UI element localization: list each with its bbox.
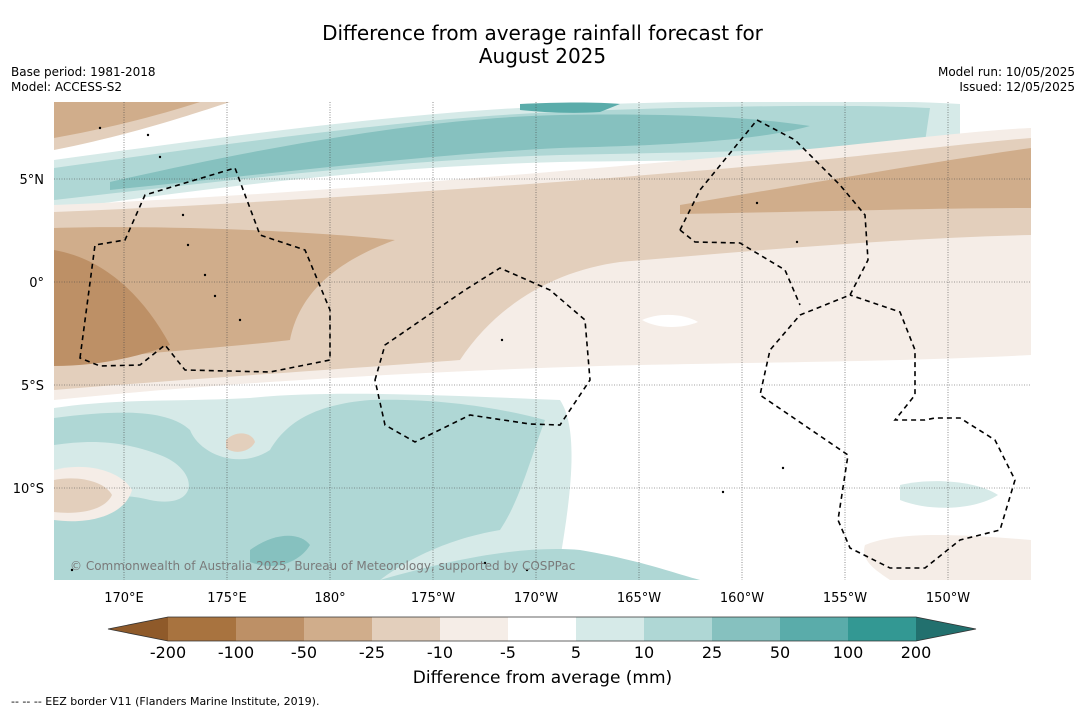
colorbar-extend-high (916, 617, 976, 641)
colorbar-extend-low (108, 617, 168, 641)
island (213, 294, 217, 298)
colorbar-bin (780, 617, 848, 641)
island (158, 155, 162, 159)
colorbar-tick: 10 (634, 643, 654, 662)
island (181, 213, 185, 217)
colorbar-tick: 5 (571, 643, 581, 662)
island (483, 561, 487, 565)
colorbar: -200 -100 -50 -25 -10 -5 5 10 25 50 100 … (107, 616, 977, 662)
colorbar-tick: -200 (150, 643, 186, 662)
island (500, 338, 504, 342)
colorbar-bin (576, 617, 644, 641)
issued-date: Issued: 12/05/2025 (959, 80, 1075, 94)
nw-dry-corner-inner (54, 102, 200, 138)
island (755, 201, 759, 205)
south-wet-spot (250, 535, 310, 566)
island (795, 240, 799, 244)
island (781, 466, 785, 470)
small-near-normal-spot (642, 314, 698, 327)
colorbar-tick: -25 (359, 643, 385, 662)
colorbar-bin (848, 617, 916, 641)
se-dry-patch (864, 535, 1031, 580)
island (70, 568, 74, 572)
colorbar-bin (712, 617, 780, 641)
colorbar-bin (508, 617, 576, 641)
lon-label-170w: 170°W (514, 591, 558, 606)
lon-label-170e: 170°E (104, 591, 144, 606)
base-period: Base period: 1981-2018 (11, 65, 156, 79)
colorbar-bin (644, 617, 712, 641)
lon-label-180: 180° (314, 591, 345, 606)
lat-label-5n: 5°N (20, 173, 45, 188)
colorbar-bin (372, 617, 440, 641)
island (203, 273, 207, 277)
model-name: Model: ACCESS-S2 (11, 80, 123, 94)
map-title-line1: Difference from average rainfall forecas… (322, 21, 763, 45)
lon-label-165w: 165°W (617, 591, 661, 606)
lon-label-175e: 175°E (207, 591, 247, 606)
lon-label-160w: 160°W (720, 591, 764, 606)
colorbar-tick: 200 (901, 643, 932, 662)
colorbar-tick: -50 (291, 643, 317, 662)
colorbar-tick: 100 (833, 643, 864, 662)
island (146, 133, 150, 137)
island (238, 318, 242, 322)
islands (70, 126, 799, 572)
island (525, 568, 529, 572)
eez-legend-note: -- -- -- EEZ border V11 (Flanders Marine… (11, 695, 320, 708)
copyright-notice: © Commonwealth of Australia 2025, Bureau… (70, 559, 575, 573)
island (98, 126, 102, 130)
colorbar-tick: -100 (218, 643, 254, 662)
lon-label-155w: 155°W (823, 591, 867, 606)
colorbar-tick: 25 (702, 643, 722, 662)
graticule (54, 102, 1031, 580)
colorbar-bin (440, 617, 508, 641)
lat-label-10s: 10°S (13, 482, 44, 497)
model-run: Model run: 10/05/2025 (937, 65, 1075, 79)
north-wet-peak (520, 102, 620, 113)
south-wet-region-inner (54, 399, 545, 580)
colorbar-tick: -10 (427, 643, 453, 662)
eez-border-kiribati-phoenix (374, 267, 591, 443)
island (186, 243, 190, 247)
colorbar-bin (304, 617, 372, 641)
eez-border-connector (679, 229, 801, 306)
lon-label-150w: 150°W (926, 591, 970, 606)
colorbar-tick: -5 (500, 643, 516, 662)
colorbar-title: Difference from average (mm) (412, 668, 673, 688)
rainfall-anomaly-map (54, 102, 1031, 580)
east-dry-core (680, 148, 1031, 214)
colorbar-tick: 50 (770, 643, 790, 662)
south-coast-wet (380, 549, 700, 580)
lon-label-175w: 175°W (411, 591, 455, 606)
colorbar-bin (236, 617, 304, 641)
eez-borders (79, 118, 1016, 569)
eez-border-kiribati-line (679, 118, 1016, 569)
lat-label-5s: 5°S (21, 379, 44, 394)
small-dry-spot (226, 433, 255, 452)
map-title-line2: August 2025 (478, 44, 607, 68)
island (721, 490, 725, 494)
sw-dry-patch-inner (54, 478, 112, 513)
north-wet-core (110, 114, 810, 190)
eez-border-kiribati-gilbert (79, 167, 331, 373)
lat-label-0: 0° (29, 276, 44, 291)
colorbar-bin (168, 617, 236, 641)
